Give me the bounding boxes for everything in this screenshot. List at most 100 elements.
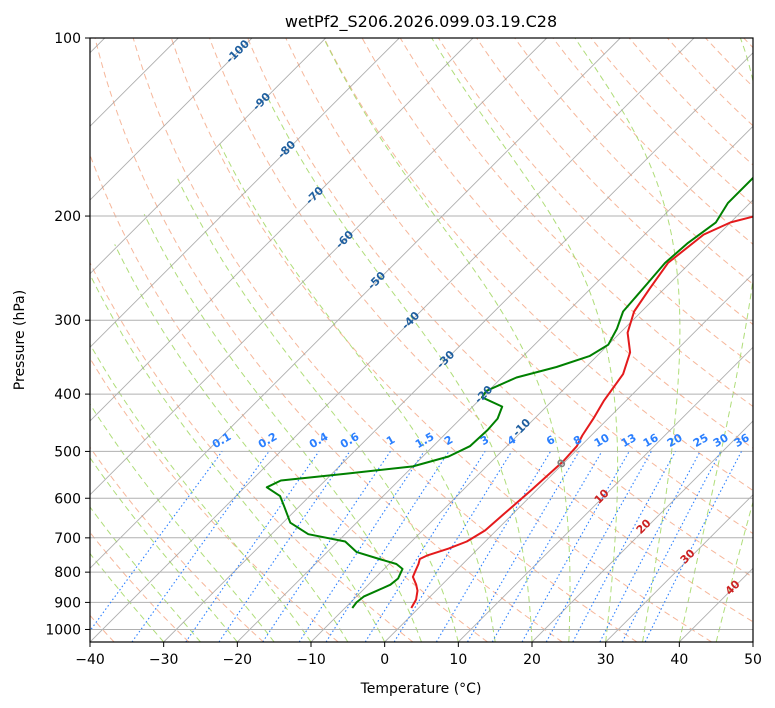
isotherm-line: [90, 38, 253, 201]
dry-adiabat-line: [90, 153, 488, 642]
x-tick-label: −10: [296, 652, 326, 668]
mixing-ratio-line: [644, 451, 742, 642]
isotherm-line: [90, 38, 621, 569]
moist-adiabat-label: 20: [634, 516, 654, 536]
mixing-ratio-line: [364, 451, 486, 642]
isotherm-line: [752, 641, 753, 642]
mixing-ratio-line: [491, 451, 603, 642]
plot-frame: [89, 37, 754, 643]
moist-adiabat-line: [143, 213, 422, 642]
moist-adiabat-line: [90, 506, 201, 642]
dry-adiabat-line: [247, 38, 753, 578]
line-labels: -100-90-80-70-60-50-40-30-20-100.1 0.2 0.4…: [210, 37, 752, 598]
mixing-ratio-label: 13: [619, 431, 639, 450]
moist-adiabat-label: 10: [592, 486, 612, 506]
chart-title: wetPf2_S206.2026.099.03.19.C28: [285, 12, 557, 32]
dry-adiabat-line: [323, 38, 753, 492]
y-tick-label: 400: [54, 387, 81, 403]
mixing-ratio-line: [131, 451, 270, 642]
mixing-ratio-line: [467, 451, 580, 642]
x-tick-label: 0: [380, 652, 389, 668]
x-tick-label: 30: [597, 652, 615, 668]
isotherm-line: [310, 199, 753, 642]
dry-adiabat-line: [285, 38, 753, 535]
isotherm-line: [531, 420, 753, 642]
dry-adiabat-line: [476, 38, 753, 326]
dry-adiabat-line: [90, 531, 190, 642]
dry-adiabat-line: [132, 38, 638, 642]
mixing-ratio-label: 0.2: [256, 430, 279, 451]
dewpoint-profile-line: [265, 176, 753, 609]
background-lines: [90, 38, 753, 642]
moist-adiabat-line: [574, 38, 681, 642]
dry-adiabat-line: [90, 446, 264, 642]
y-tick-label: 600: [54, 491, 81, 507]
mixing-ratio-label: 10: [592, 431, 612, 450]
x-axis-ticks: −40 −30 −20 −10 0 10 20 30 40 50: [75, 642, 762, 668]
isotherm-line: [90, 38, 695, 642]
moist-adiabat-line: [219, 143, 496, 642]
dry-adiabat-label: -50: [365, 269, 388, 292]
x-tick-label: 40: [670, 652, 688, 668]
x-tick-label: 10: [449, 652, 467, 668]
dry-adiabat-line: [209, 38, 753, 623]
moist-adiabat-line: [431, 38, 619, 642]
y-tick-label: 700: [54, 531, 81, 547]
mixing-ratio-label: 16: [641, 431, 661, 450]
mixing-ratio-line: [218, 451, 351, 642]
moist-adiabat-line: [678, 38, 753, 642]
y-axis-ticks: 100 200 300 400 500 600 700 800 900 1000: [45, 31, 90, 638]
temperature-profile-line: [410, 215, 753, 609]
dry-adiabat-label: -70: [303, 184, 326, 207]
mixing-ratio-label: 0.4: [307, 430, 331, 451]
dry-adiabat-line: [437, 38, 753, 366]
mixing-ratio-label: 25: [691, 431, 711, 450]
x-tick-label: 20: [523, 652, 541, 668]
isotherm-line: [236, 125, 753, 642]
moist-adiabat-line: [90, 273, 349, 642]
dry-adiabat-line: [399, 38, 753, 408]
moist-adiabat-line: [265, 93, 533, 642]
y-tick-label: 800: [54, 565, 81, 581]
isotherm-line: [90, 38, 327, 275]
mixing-ratio-line: [325, 451, 450, 642]
x-axis-title: Temperature (°C): [360, 681, 482, 697]
x-tick-label: −30: [149, 652, 179, 668]
dry-adiabat-label: -80: [275, 138, 298, 161]
isotherm-line: [457, 346, 753, 642]
dry-adiabat-line: [514, 38, 753, 285]
mixing-ratio-label: 36: [732, 431, 752, 450]
y-tick-label: 1000: [45, 622, 81, 638]
profile-lines: [265, 176, 753, 609]
isotherm-line: [163, 52, 753, 642]
isotherm-line: [384, 273, 753, 642]
dry-adiabat-label: -40: [399, 309, 422, 332]
mixing-ratio-line: [90, 451, 223, 632]
dry-adiabat-line: [705, 38, 753, 88]
y-tick-label: 900: [54, 595, 81, 611]
y-tick-label: 200: [54, 209, 81, 225]
moist-adiabat-line: [114, 244, 386, 642]
dry-adiabat-line: [552, 38, 753, 245]
moist-adiabat-label: 40: [723, 577, 743, 597]
mixing-ratio-label: 1.5: [413, 430, 436, 451]
dry-adiabat-line: [743, 38, 753, 49]
mixing-ratio-line: [393, 451, 513, 642]
mixing-ratio-label: 20: [665, 431, 685, 450]
mixing-ratio-label: 30: [711, 431, 731, 450]
x-tick-label: −20: [223, 652, 253, 668]
isotherm-line: [90, 38, 474, 422]
moist-adiabat-line: [90, 343, 312, 642]
dry-adiabat-line: [90, 261, 414, 642]
isotherm-line: [90, 38, 548, 496]
dry-adiabat-line: [628, 38, 753, 166]
x-tick-label: 50: [744, 652, 762, 668]
mixing-ratio-label: 3: [478, 433, 491, 448]
dry-adiabat-line: [94, 38, 563, 642]
dry-adiabat-label: -100: [223, 37, 252, 66]
y-axis-title: Pressure (hPa): [12, 290, 28, 390]
dry-adiabat-label: -10: [510, 416, 533, 439]
mixing-ratio-line: [545, 451, 652, 642]
mixing-ratio-label: 1: [384, 433, 397, 448]
